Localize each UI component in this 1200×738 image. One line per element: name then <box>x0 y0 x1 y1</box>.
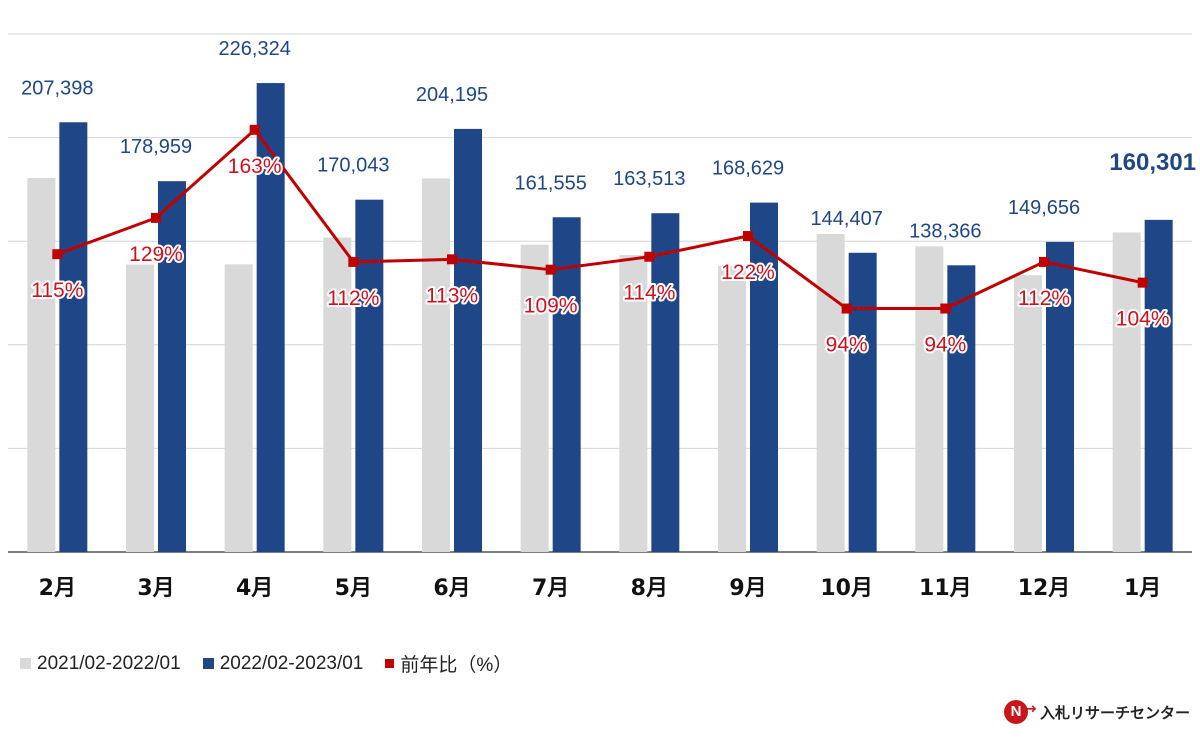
gridlines <box>8 33 1192 553</box>
value-label: 204,195 <box>416 84 488 106</box>
bar-prev-year[interactable] <box>126 264 154 552</box>
bar-prev-year[interactable] <box>718 266 746 552</box>
ratio-marker[interactable] <box>151 212 161 223</box>
ratio-label: 115% <box>31 279 83 302</box>
x-tick-label: 5月 <box>335 576 372 601</box>
bar-current-year[interactable] <box>158 181 186 552</box>
brand: N ➜ 入札リサーチセンター <box>1003 700 1190 724</box>
x-tick-label: 7月 <box>532 576 569 601</box>
bar-current-year[interactable] <box>552 217 581 552</box>
bar-prev-year[interactable] <box>520 244 549 552</box>
x-tick-label: 2月 <box>39 576 76 601</box>
value-label: 178,959 <box>120 136 192 158</box>
ratio-marker[interactable] <box>52 249 63 260</box>
x-tick-label: 9月 <box>729 576 766 601</box>
ratio-marker[interactable] <box>743 231 753 242</box>
value-label: 138,366 <box>909 220 981 242</box>
bar-current-year[interactable] <box>947 265 976 552</box>
bars-prev-year <box>27 178 1141 552</box>
ratio-line-group <box>52 124 1148 314</box>
bar-current-year[interactable] <box>355 199 384 552</box>
value-label: 160,301 <box>1109 149 1196 176</box>
chart: 207,398 178,959 226,324 170,043 204,195 161,5… <box>8 33 1196 601</box>
bar-current-year[interactable] <box>651 213 680 553</box>
value-label: 170,043 <box>317 155 389 177</box>
legend-item-prev-year[interactable]: 2021/02-2022/01 <box>20 653 181 675</box>
ratio-marker[interactable] <box>348 256 359 267</box>
bar-prev-year[interactable] <box>1112 232 1141 552</box>
value-label: 149,656 <box>1008 197 1080 219</box>
bar-current-year[interactable] <box>848 252 877 552</box>
ratio-labels: 115% 129% 163% 112% 113% 109% 114% 122% 94% 94% 11… <box>29 153 1171 359</box>
bar-prev-year[interactable] <box>816 233 845 552</box>
value-label: 207,398 <box>21 77 93 99</box>
ratio-label: 114% <box>623 282 675 305</box>
x-axis-ticks: 2月 3月 4月 5月 6月 7月 8月 9月 10月 11月 12月 1月 <box>39 576 1162 601</box>
bar-prev-year[interactable] <box>1014 275 1042 552</box>
bars-current-year <box>59 83 1173 553</box>
legend-label-current: 2022/02-2023/01 <box>219 652 364 674</box>
x-tick-label: 4月 <box>236 576 273 601</box>
ratio-label: 109% <box>524 295 578 318</box>
ratio-marker[interactable] <box>249 124 260 135</box>
brand-name: 入札リサーチセンター <box>1039 703 1190 722</box>
bar-current-year[interactable] <box>59 122 88 552</box>
brand-mark: N <box>1003 700 1028 724</box>
ratio-marker[interactable] <box>1137 277 1148 288</box>
legend-item-current-year[interactable]: 2022/02-2023/01 <box>202 652 364 675</box>
x-tick-label: 1月 <box>1124 576 1161 601</box>
legend-label-ratio: 前年比（%） <box>400 655 513 676</box>
value-labels: 207,398 178,959 226,324 170,043 204,195 161,5… <box>21 38 1196 242</box>
legend: 2021/02-2022/01 2022/02-2023/01 前年比（%） <box>20 650 512 677</box>
ratio-label: 163% <box>228 155 282 178</box>
x-tick-label: 10月 <box>820 576 873 601</box>
bar-prev-year[interactable] <box>323 237 352 552</box>
ratio-label: 94% <box>826 334 868 357</box>
value-label: 161,555 <box>515 172 587 194</box>
ratio-label: 104% <box>1116 308 1170 331</box>
legend-swatch-prev <box>20 658 31 669</box>
bar-prev-year[interactable] <box>619 255 648 552</box>
x-tick-label: 3月 <box>137 576 174 601</box>
value-label: 163,513 <box>613 168 685 190</box>
ratio-label: 113% <box>426 284 478 307</box>
ratio-marker[interactable] <box>940 303 951 314</box>
bar-prev-year[interactable] <box>422 178 450 552</box>
legend-label-prev: 2021/02-2022/01 <box>37 652 181 674</box>
legend-item-ratio[interactable]: 前年比（%） <box>385 650 512 677</box>
bar-current-year[interactable] <box>1144 219 1173 552</box>
bar-prev-year[interactable] <box>224 264 253 552</box>
bar-current-year[interactable] <box>750 202 778 552</box>
bar-current-year[interactable] <box>1046 241 1074 552</box>
ratio-marker[interactable] <box>1039 256 1049 267</box>
bar-prev-year[interactable] <box>27 178 56 552</box>
x-tick-label: 8月 <box>631 576 668 601</box>
value-label: 144,407 <box>811 208 883 230</box>
bar-current-year[interactable] <box>256 83 285 552</box>
x-tick-label: 12月 <box>1018 576 1071 601</box>
ratio-line <box>56 128 1143 311</box>
ratio-label: 112% <box>1018 287 1070 310</box>
ratio-marker[interactable] <box>841 303 852 314</box>
ratio-marker[interactable] <box>447 254 457 265</box>
ratio-label: 129% <box>129 243 183 266</box>
brand-logo-icon: N ➜ <box>1003 700 1037 724</box>
arrow-right-icon: ➜ <box>1025 702 1037 717</box>
x-tick-label: 6月 <box>433 576 470 601</box>
legend-swatch-ratio <box>385 659 395 668</box>
value-label: 226,324 <box>219 38 291 60</box>
value-label: 168,629 <box>712 158 784 180</box>
ratio-label: 112% <box>327 287 379 310</box>
bar-prev-year[interactable] <box>915 246 944 552</box>
x-tick-label: 11月 <box>919 576 972 601</box>
legend-swatch-current <box>202 658 214 669</box>
ratio-marker[interactable] <box>644 251 655 262</box>
ratio-label: 122% <box>721 261 775 284</box>
ratio-marker[interactable] <box>545 264 556 275</box>
bar-current-year[interactable] <box>454 128 482 552</box>
ratio-label: 94% <box>924 334 966 357</box>
